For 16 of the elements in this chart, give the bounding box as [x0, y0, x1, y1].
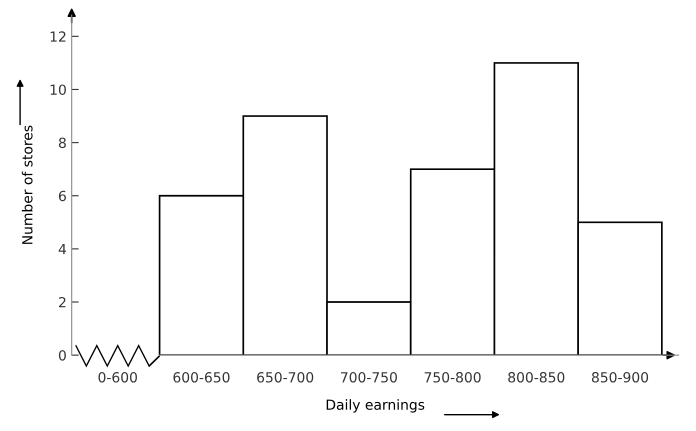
- y-tick-label: 2: [59, 296, 66, 308]
- x-tick-label: 700-750: [340, 372, 397, 383]
- y-tick-label: 12: [50, 31, 66, 42]
- y-tick-label: 0: [58, 350, 66, 361]
- y-tick-label: 8: [58, 138, 66, 148]
- x-tick-label: 600-650: [173, 372, 230, 383]
- y-tick-label: 10: [50, 84, 66, 95]
- x-tick-label: 800-850: [508, 372, 564, 383]
- x-tick-label: 0-600: [98, 372, 137, 383]
- x-tick-label: 850-900: [592, 372, 648, 383]
- y-tick-label: 4: [58, 244, 66, 254]
- x-tick-label: 650-700: [257, 372, 314, 383]
- x-axis-title: Daily earnings: [326, 399, 424, 413]
- y-tick-label: 6: [58, 190, 66, 202]
- y-axis-title: Number of stores: [22, 126, 33, 244]
- x-tick-label: 750-800: [424, 372, 481, 383]
